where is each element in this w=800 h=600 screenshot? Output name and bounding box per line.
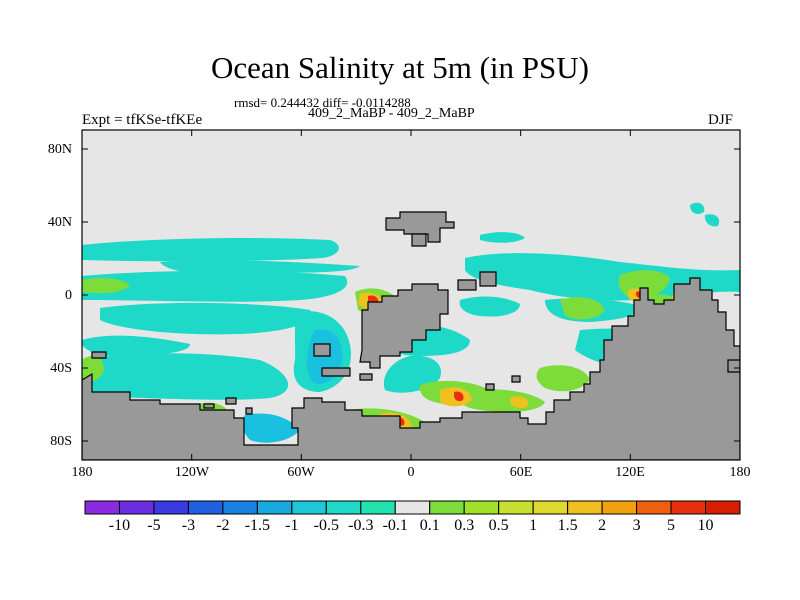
colorbar-label-13: 1.5 <box>557 517 578 534</box>
colorbar-label-17: 10 <box>697 517 714 534</box>
colorbar-box-14 <box>567 500 603 515</box>
colorbar-box-1 <box>118 500 155 515</box>
lat-label-0: 0 <box>65 288 72 303</box>
rmsd-diff-stats: rmsd= 0.244432 diff= -0.0114288 <box>234 95 411 110</box>
colorbar-box-7 <box>325 500 362 515</box>
colorbar-box-0 <box>84 500 120 515</box>
colorbar-box-4 <box>222 500 258 515</box>
colorbar-box-11 <box>463 500 500 515</box>
lon-label-60w: 60W <box>287 465 315 480</box>
lat-label-80s: 80S <box>50 434 72 449</box>
colorbar-label-8: -0.1 <box>382 517 408 534</box>
colorbar-box-3 <box>187 500 224 515</box>
colorbar-box-10 <box>429 500 465 515</box>
colorbar-box-9 <box>394 500 431 515</box>
colorbar-label-14: 2 <box>598 517 607 534</box>
lon-label-60e: 60E <box>509 465 533 480</box>
colorbar-label-3: -2 <box>216 517 230 534</box>
colorbar-box-15 <box>601 500 638 515</box>
lon-label-180w: 180 <box>71 465 93 480</box>
colorbar-label-12: 1 <box>529 517 538 534</box>
longitude-ticks <box>81 130 741 460</box>
experiment-label: Expt = tfKSe-tfKEe <box>82 112 203 128</box>
colorbar-label-5: -1 <box>285 517 299 534</box>
season-label: DJF <box>708 112 734 128</box>
colorbar-label-11: 0.5 <box>488 517 509 534</box>
colorbar-box-17 <box>670 500 707 515</box>
colorbar-label-1: -5 <box>147 517 161 534</box>
land-mask <box>82 211 740 460</box>
colorbar <box>84 500 741 515</box>
lon-label-0: 0 <box>407 465 415 480</box>
colorbar-box-16 <box>636 500 672 515</box>
colorbar-box-13 <box>532 500 569 515</box>
lat-label-40n: 40N <box>47 215 72 230</box>
experiment-subtitle: 409_2_MaBP - 409_2_MaBP <box>308 106 475 121</box>
colorbar-box-8 <box>360 500 396 515</box>
colorbar-label-15: 3 <box>632 517 641 534</box>
colorbar-box-5 <box>256 500 293 515</box>
colorbar-box-18 <box>705 500 741 515</box>
lat-label-40s: 40S <box>50 361 72 376</box>
map-title: Ocean Salinity at 5m (in PSU) <box>211 50 589 85</box>
colorbar-label-0: -10 <box>108 517 131 534</box>
colorbar-box-2 <box>153 500 189 515</box>
latitude-ticks <box>82 148 740 442</box>
lon-label-120w: 120W <box>174 465 210 480</box>
colorbar-label-2: -3 <box>181 517 196 534</box>
colorbar-label-6: -0.5 <box>313 517 339 534</box>
colorbar-label-10: 0.3 <box>454 517 475 534</box>
lon-label-120e: 120E <box>615 465 645 480</box>
colorbar-label-16: 5 <box>667 517 676 534</box>
colorbar-box-6 <box>291 500 327 515</box>
colorbar-label-7: -0.3 <box>348 517 374 534</box>
colorbar-label-9: 0.1 <box>419 517 440 534</box>
colorbar-box-12 <box>498 500 534 515</box>
colorbar-label-4: -1.5 <box>244 517 271 534</box>
lat-label-80n: 80N <box>47 142 72 157</box>
lon-label-180e: 180 <box>729 465 751 480</box>
